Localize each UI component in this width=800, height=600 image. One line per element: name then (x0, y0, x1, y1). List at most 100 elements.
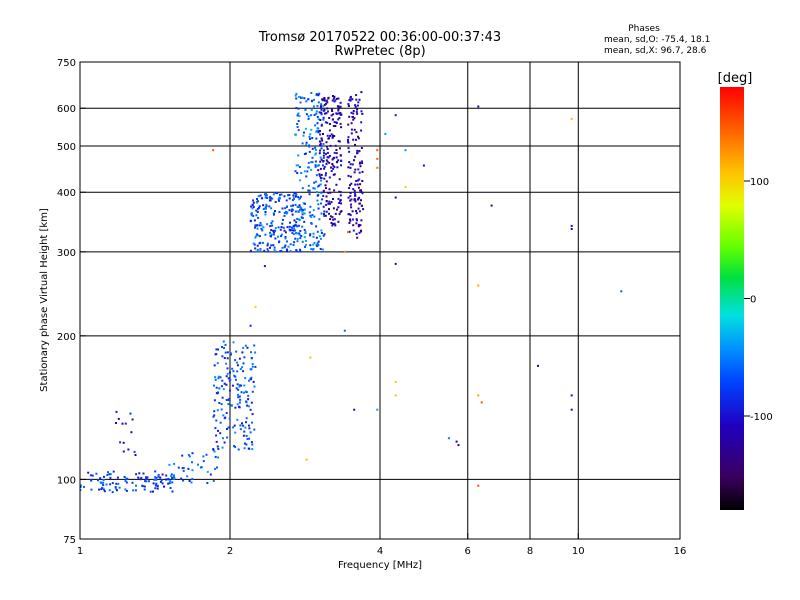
data-point (313, 114, 316, 116)
data-point (133, 450, 136, 453)
data-point (291, 213, 294, 216)
data-point (325, 210, 328, 213)
data-point (334, 224, 337, 227)
data-point (248, 447, 251, 450)
data-point (148, 480, 150, 483)
data-point (274, 237, 277, 240)
y-axis-label: Stationary phase Virtual Height [km] (39, 208, 50, 392)
data-point (357, 197, 360, 200)
data-point (295, 250, 298, 253)
data-point (349, 195, 352, 197)
data-point (394, 196, 397, 199)
data-point (277, 226, 280, 229)
data-point (322, 191, 325, 194)
data-point (273, 246, 276, 249)
data-point (297, 107, 300, 110)
data-point (298, 166, 301, 168)
data-point (311, 156, 314, 159)
data-point (328, 161, 331, 164)
data-point (281, 207, 284, 210)
data-point (288, 225, 291, 228)
data-point (127, 448, 130, 451)
data-point (225, 412, 228, 414)
data-point (296, 123, 299, 125)
data-point (320, 191, 323, 194)
data-point (256, 210, 259, 213)
data-point (257, 195, 260, 198)
data-point (318, 92, 321, 95)
data-point (102, 488, 105, 491)
data-point (335, 156, 338, 159)
data-points (80, 91, 623, 494)
data-point (275, 250, 277, 253)
data-point (236, 370, 239, 373)
data-point (297, 154, 300, 157)
data-point (297, 120, 300, 122)
data-point (267, 250, 270, 253)
data-point (330, 133, 333, 136)
data-point (305, 458, 308, 461)
data-point (170, 475, 172, 478)
data-point (223, 357, 226, 359)
data-point (320, 102, 323, 105)
data-point (319, 248, 322, 250)
data-point (242, 370, 245, 373)
data-point (232, 341, 235, 344)
data-point (157, 475, 160, 478)
data-point (287, 245, 290, 248)
data-point (237, 393, 239, 396)
data-point (325, 162, 328, 165)
data-point (301, 217, 304, 219)
data-point (106, 474, 109, 476)
data-point (167, 478, 170, 481)
colorbar-label: [deg] (718, 71, 753, 86)
data-point (330, 170, 333, 172)
data-point (314, 164, 317, 167)
data-point (266, 248, 269, 251)
data-point (355, 138, 357, 141)
data-point (255, 214, 258, 217)
data-point (280, 235, 282, 238)
data-point (319, 144, 322, 146)
data-point (156, 485, 159, 488)
data-point (167, 482, 170, 485)
data-point (214, 378, 217, 381)
data-point (337, 109, 340, 112)
data-point (216, 445, 219, 448)
data-point (359, 165, 362, 168)
y-tick-label: 75 (63, 535, 76, 546)
data-point (293, 241, 296, 244)
data-point (220, 408, 223, 411)
stats-o-mode: mean, sd,O: -75.4, 18.1 (604, 35, 710, 45)
data-point (311, 214, 314, 216)
data-point (329, 191, 332, 194)
data-point (324, 184, 327, 187)
data-point (238, 357, 241, 360)
data-point (216, 362, 219, 365)
data-point (331, 136, 334, 139)
data-point (238, 405, 241, 408)
data-point (180, 477, 183, 480)
data-point (339, 101, 342, 104)
data-point (353, 128, 356, 131)
data-point (317, 131, 320, 134)
data-point (394, 381, 397, 383)
data-point (328, 137, 330, 140)
data-point (302, 209, 305, 212)
data-point (296, 172, 299, 174)
data-point (236, 383, 239, 386)
data-point (244, 344, 247, 347)
data-point (224, 343, 227, 346)
data-point (270, 229, 273, 232)
data-point (269, 225, 272, 228)
data-point (265, 193, 267, 195)
x-tick-label: 8 (527, 546, 533, 557)
data-point (339, 194, 342, 197)
data-point (215, 440, 218, 443)
data-point (355, 131, 358, 134)
data-point (239, 398, 242, 401)
data-point (447, 437, 450, 440)
data-point (319, 133, 322, 136)
data-point (256, 224, 259, 227)
data-point (229, 352, 232, 355)
